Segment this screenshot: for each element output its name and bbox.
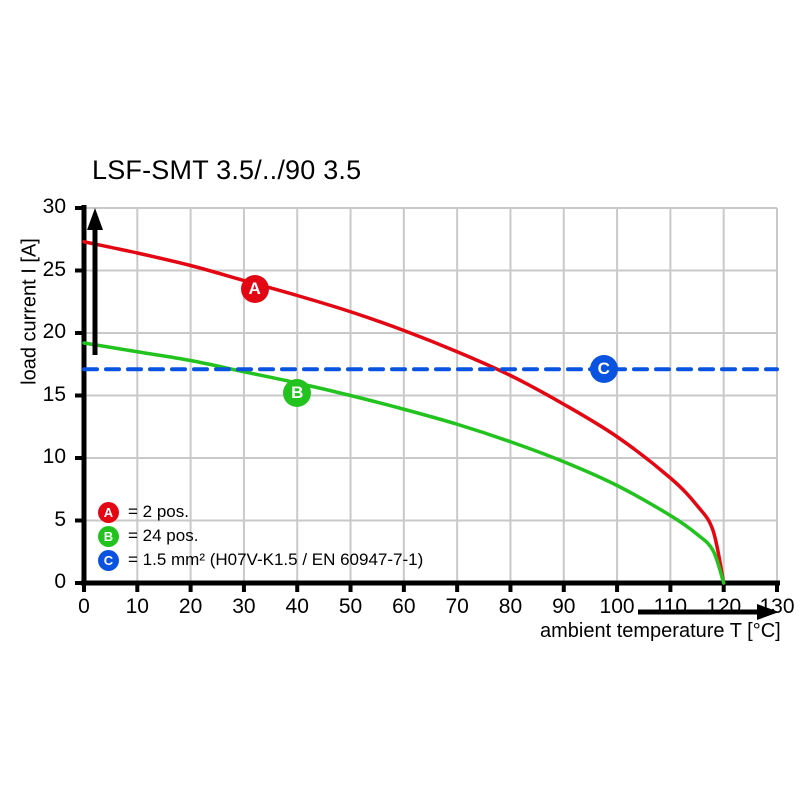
tick-marks xyxy=(75,206,779,592)
curve-marker-c: C xyxy=(589,355,618,384)
legend-label: = 24 pos. xyxy=(128,526,199,545)
curve-marker-b: B xyxy=(283,379,312,407)
x-tick-label: 80 xyxy=(498,595,523,618)
x-tick-label: 30 xyxy=(232,595,256,618)
y-axis-title: load current I [A] xyxy=(18,238,41,385)
y-tick-label: 30 xyxy=(42,195,66,218)
x-tick-label: 110 xyxy=(653,595,688,618)
x-tick-label: 10 xyxy=(125,595,149,618)
axis-arrows xyxy=(87,208,779,620)
chart-title: LSF-SMT 3.5/../90 3.5 xyxy=(92,155,362,185)
x-tick-label: 120 xyxy=(706,595,742,618)
x-tick-label: 90 xyxy=(552,595,576,618)
legend-badge-b-icon: B xyxy=(98,525,119,547)
legend-label: = 1.5 mm² (H07V-K1.5 / EN 60947-7-1) xyxy=(128,550,424,569)
gridlines xyxy=(84,207,778,583)
curve-marker-a: A xyxy=(240,275,269,304)
x-tick-label: 40 xyxy=(285,595,309,618)
x-axis-title: ambient temperature T [°C] xyxy=(540,620,781,642)
y-tick-label: 15 xyxy=(42,382,66,406)
x-tick-label: 20 xyxy=(178,595,203,618)
legend-item-b: B = 24 pos. xyxy=(98,525,198,547)
x-tick-label: 60 xyxy=(392,595,416,618)
y-tick-label: 0 xyxy=(54,570,66,593)
y-tick-label: 25 xyxy=(42,257,66,281)
y-tick-label: 20 xyxy=(42,320,66,343)
legend-badge-a-icon: A xyxy=(98,501,119,523)
y-tick-label: 10 xyxy=(42,445,66,468)
series-line-b xyxy=(82,341,726,585)
x-tick-label: 130 xyxy=(759,595,795,618)
legend-item-a: A = 2 pos. xyxy=(98,501,189,523)
series-line-a xyxy=(82,240,726,585)
x-tick-label: 100 xyxy=(599,595,635,618)
x-tick-label: 0 xyxy=(78,595,90,618)
legend-label: = 2 pos. xyxy=(128,502,189,521)
y-tick-label: 5 xyxy=(54,507,66,531)
x-tick-label: 70 xyxy=(445,595,469,618)
series-paths xyxy=(82,240,779,585)
legend-badge-c-icon: C xyxy=(98,549,119,571)
legend-item-c: C = 1.5 mm² (H07V-K1.5 / EN 60947-7-1) xyxy=(98,549,423,571)
x-tick-label: 50 xyxy=(338,595,363,618)
